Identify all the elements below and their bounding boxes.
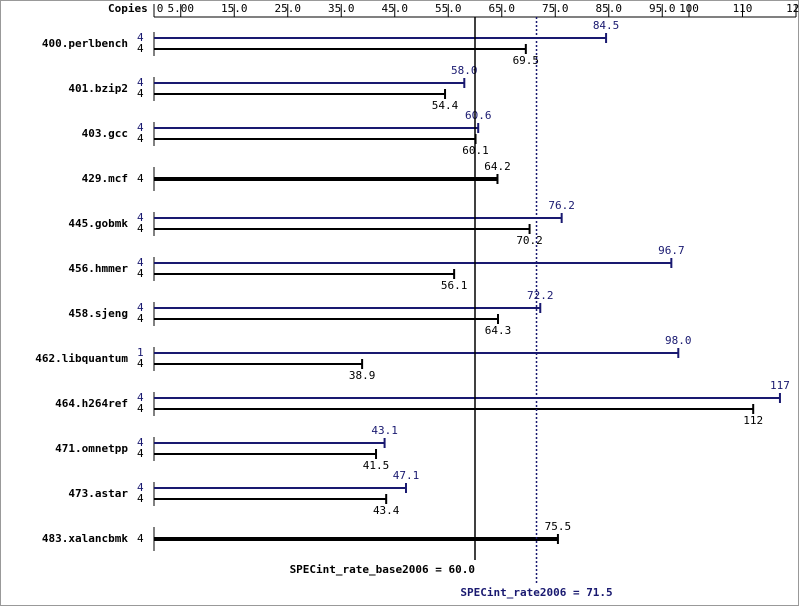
- value-label: 60.6: [465, 109, 492, 122]
- value-label: 58.0: [451, 64, 478, 77]
- copies-label: 4: [137, 31, 144, 44]
- category-label: 403.gcc: [82, 127, 128, 140]
- copies-label: 4: [137, 172, 144, 185]
- copies-label: 4: [137, 312, 144, 325]
- value-label: 72.2: [527, 289, 554, 302]
- copies-label: 4: [137, 76, 144, 89]
- copies-label: 4: [137, 121, 144, 134]
- category-label: 401.bzip2: [68, 82, 128, 95]
- x-tick-label: 5.00: [168, 2, 195, 15]
- value-label: 76.2: [548, 199, 575, 212]
- x-tick-label: 85.0: [596, 2, 623, 15]
- value-label: 98.0: [665, 334, 692, 347]
- copies-label: 4: [137, 492, 144, 505]
- category-label: 458.sjeng: [68, 307, 128, 320]
- copies-label: 4: [137, 301, 144, 314]
- category-label: 473.astar: [68, 487, 128, 500]
- category-label: 462.libquantum: [35, 352, 128, 365]
- copies-label: 4: [137, 256, 144, 269]
- x-tick-label: 65.0: [489, 2, 516, 15]
- value-label: 47.1: [393, 469, 420, 482]
- value-label: 75.5: [545, 520, 572, 533]
- value-label: 41.5: [363, 459, 390, 472]
- copies-label: 4: [137, 87, 144, 100]
- category-label: 471.omnetpp: [55, 442, 128, 455]
- copies-label: 4: [137, 436, 144, 449]
- copies-label: 4: [137, 357, 144, 370]
- copies-label: 1: [137, 346, 144, 359]
- category-label: 464.h264ref: [55, 397, 128, 410]
- value-label: 84.5: [593, 19, 620, 32]
- value-label: 43.1: [371, 424, 398, 437]
- copies-label: 4: [137, 391, 144, 404]
- x-tick-label: 45.0: [382, 2, 409, 15]
- copies-label: 4: [137, 42, 144, 55]
- value-label: 64.2: [484, 160, 511, 173]
- category-label: 400.perlbench: [42, 37, 128, 50]
- x-tick-label: 75.0: [542, 2, 569, 15]
- copies-label: 4: [137, 481, 144, 494]
- copies-header: Copies: [108, 2, 148, 15]
- category-label: 445.gobmk: [68, 217, 128, 230]
- copies-label: 4: [137, 267, 144, 280]
- value-label: 69.5: [513, 54, 540, 67]
- x-tick-label: 15.0: [221, 2, 248, 15]
- category-label: 483.xalancbmk: [42, 532, 128, 545]
- x-tick-label: 0: [157, 2, 164, 15]
- copies-label: 4: [137, 211, 144, 224]
- x-tick-label: 100: [679, 2, 699, 15]
- value-label: 70.2: [516, 234, 543, 247]
- copies-label: 4: [137, 447, 144, 460]
- x-tick-label: 25.0: [275, 2, 302, 15]
- reference-label: SPECint_rate_base2006 = 60.0: [290, 563, 475, 576]
- x-tick-label: 120: [786, 2, 799, 15]
- x-tick-label: 95.0: [649, 2, 676, 15]
- value-label: 38.9: [349, 369, 376, 382]
- x-tick-label: 110: [733, 2, 753, 15]
- value-label: 117: [770, 379, 790, 392]
- reference-label: SPECint_rate2006 = 71.5: [460, 586, 612, 599]
- value-label: 112: [743, 414, 763, 427]
- copies-label: 4: [137, 402, 144, 415]
- value-label: 56.1: [441, 279, 468, 292]
- value-label: 54.4: [432, 99, 459, 112]
- category-label: 429.mcf: [82, 172, 128, 185]
- value-label: 64.3: [485, 324, 512, 337]
- copies-label: 4: [137, 222, 144, 235]
- copies-label: 4: [137, 132, 144, 145]
- x-tick-label: 55.0: [435, 2, 462, 15]
- value-label: 43.4: [373, 504, 400, 517]
- x-tick-label: 35.0: [328, 2, 355, 15]
- category-label: 456.hmmer: [68, 262, 128, 275]
- copies-label: 4: [137, 532, 144, 545]
- value-label: 96.7: [658, 244, 685, 257]
